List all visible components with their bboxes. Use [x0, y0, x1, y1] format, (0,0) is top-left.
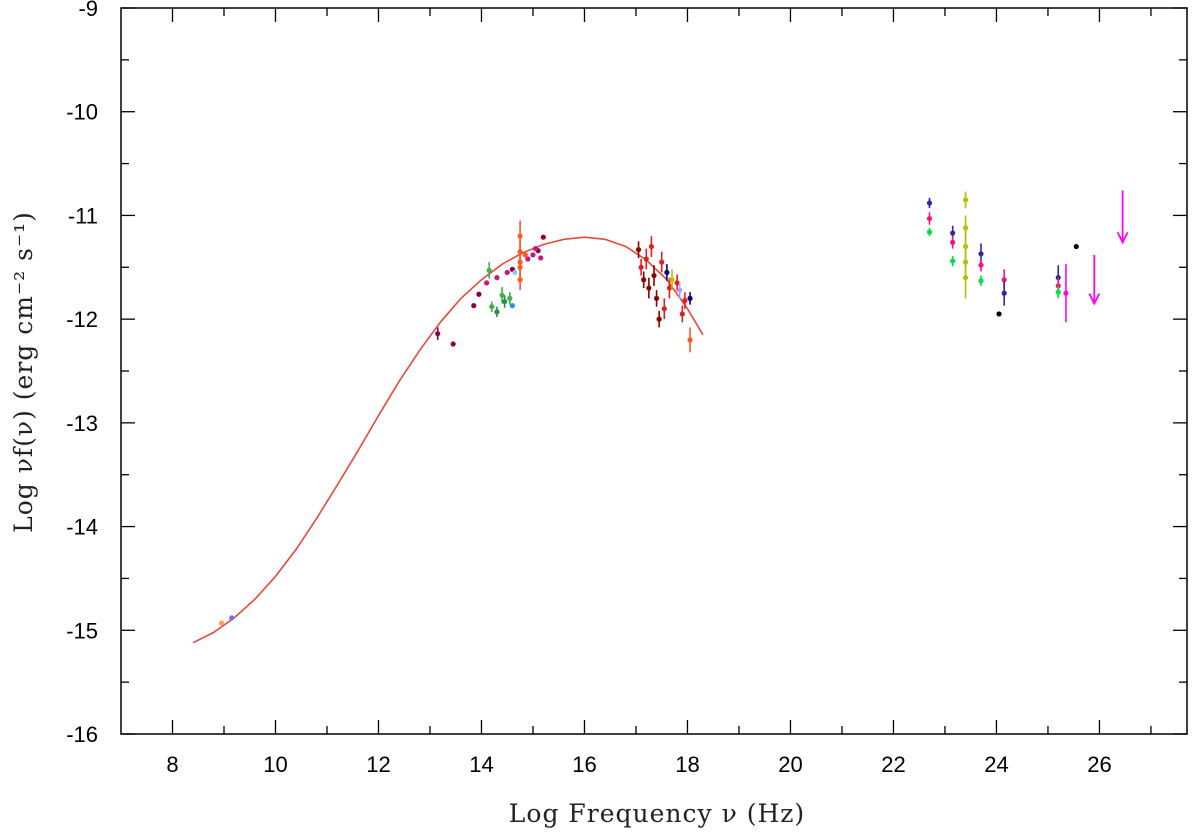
axis-ticks [121, 7, 1187, 735]
data-point [962, 243, 969, 250]
data-point [1055, 289, 1061, 295]
data-point [1001, 290, 1007, 296]
y-tick-labels: -9 -10 -11 -12 -13 -14 -15 -16 [66, 0, 98, 747]
data-point [1073, 243, 1079, 250]
data-point [653, 295, 660, 301]
data-point [996, 311, 1002, 317]
y-tick-label: -11 [68, 203, 98, 228]
y-tick-label: -13 [66, 411, 98, 436]
x-tick-label: 26 [1087, 752, 1111, 777]
data-point [517, 277, 523, 283]
upper-limit-arrow-head [1116, 231, 1129, 245]
data-point [950, 230, 956, 236]
data-point [950, 239, 956, 245]
data-point [978, 251, 984, 257]
x-tick-label: 20 [778, 752, 802, 777]
x-tick-label: 10 [263, 752, 287, 777]
data-point [643, 256, 649, 262]
data-point [517, 259, 523, 265]
y-tick-label: -12 [66, 307, 98, 332]
data-point [494, 275, 500, 281]
data-point [1001, 277, 1007, 283]
data-point [530, 252, 536, 258]
y-axis-title: Log νf(ν) (erg cm⁻² s⁻¹) [9, 211, 38, 533]
data-point [978, 278, 984, 284]
data-point [950, 258, 956, 264]
x-tick-labels: 8 10 12 14 16 18 20 22 24 26 [166, 752, 1111, 777]
y-tick-label: -10 [66, 100, 98, 125]
data-point [687, 337, 693, 343]
data-point [484, 280, 490, 286]
data-point [682, 297, 688, 304]
data-point [494, 309, 500, 315]
data-point [218, 620, 225, 626]
data-point [509, 303, 515, 309]
x-tick-label: 24 [984, 752, 1008, 777]
data-point [540, 234, 546, 240]
data-point [646, 285, 652, 291]
data-point [962, 197, 969, 203]
data-point [450, 341, 456, 347]
data-point [656, 316, 662, 322]
data-point [499, 292, 505, 298]
data-point [512, 269, 518, 276]
data-point [687, 295, 693, 301]
data-point [978, 262, 984, 268]
data-point [666, 285, 673, 291]
x-tick-label: 22 [881, 752, 905, 777]
x-tick-label: 16 [572, 752, 596, 777]
x-tick-label: 18 [675, 752, 699, 777]
model-curve [192, 236, 704, 644]
y-tick-label: -9 [78, 0, 98, 21]
y-tick-label: -14 [66, 515, 98, 540]
data-point [504, 269, 510, 276]
data-point [641, 277, 647, 283]
data-point [926, 215, 933, 222]
x-tick-label: 14 [469, 752, 493, 777]
data-point [962, 275, 969, 281]
data-point [635, 247, 642, 253]
data-point [962, 225, 969, 231]
data-point [669, 277, 675, 283]
data-point [486, 267, 492, 273]
data-point [525, 256, 531, 262]
y-tick-label: -16 [66, 722, 98, 747]
data-point [522, 252, 528, 258]
data-point [659, 259, 665, 265]
data-point [679, 311, 685, 317]
data-point [532, 246, 539, 252]
upper-limit-arrows [1088, 190, 1129, 306]
data-point [507, 295, 513, 301]
data-point [677, 287, 683, 293]
x-axis-title: Log Frequency ν (Hz) [509, 799, 805, 828]
data-point [674, 280, 680, 286]
upper-limit-arrow-head [1088, 293, 1101, 306]
data-point [926, 229, 933, 235]
x-tick-label: 8 [166, 752, 178, 777]
data-point [538, 255, 544, 261]
data-point [476, 291, 482, 297]
data-point [502, 298, 508, 305]
data-point [664, 269, 670, 276]
plot-frame [120, 7, 1188, 735]
data-point [471, 303, 477, 309]
data-point [435, 331, 441, 337]
data-point [1063, 290, 1069, 296]
data-point [661, 306, 667, 312]
data-point [517, 233, 523, 239]
y-tick-label: -15 [66, 618, 98, 643]
data-point [229, 615, 235, 621]
data-point [651, 272, 657, 279]
data-points [218, 191, 1079, 626]
data-point [489, 304, 495, 310]
data-point [926, 200, 933, 206]
data-point [648, 243, 655, 250]
x-tick-label: 12 [366, 752, 390, 777]
data-point [638, 264, 644, 270]
